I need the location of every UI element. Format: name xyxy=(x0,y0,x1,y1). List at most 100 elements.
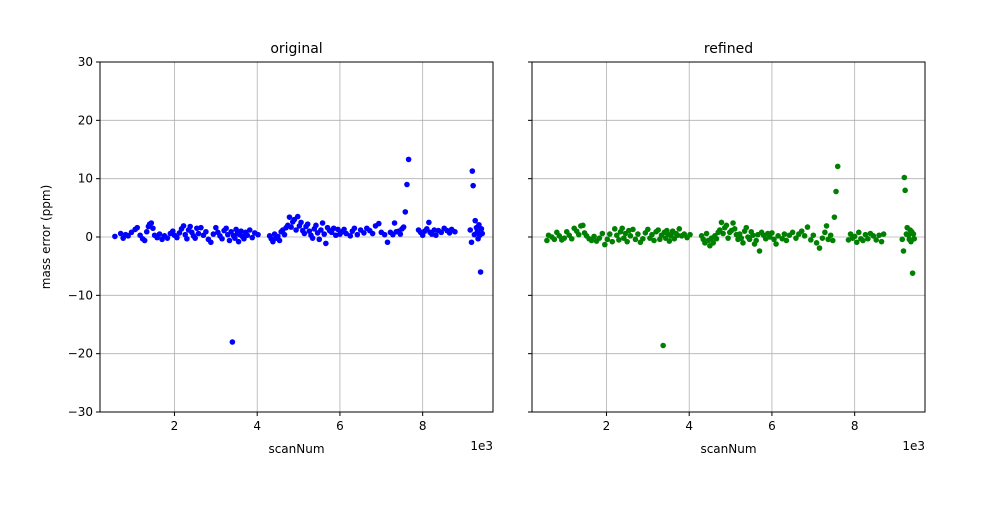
data-point xyxy=(316,236,323,243)
data-point xyxy=(255,231,261,238)
data-point xyxy=(148,220,155,226)
data-point xyxy=(232,235,238,241)
data-point xyxy=(208,239,214,246)
data-point xyxy=(853,239,860,246)
y-tick-label: −20 xyxy=(68,347,93,361)
data-point xyxy=(781,231,788,237)
x-tick-label: 2 xyxy=(603,419,611,433)
data-point xyxy=(789,229,796,236)
data-point xyxy=(899,236,906,243)
data-point xyxy=(687,231,693,238)
y-tick-label: 20 xyxy=(78,113,93,127)
data-point xyxy=(143,228,150,235)
data-point xyxy=(640,235,646,242)
data-point xyxy=(909,270,916,276)
data-point xyxy=(606,231,613,237)
data-point xyxy=(351,225,358,232)
data-point xyxy=(228,228,234,235)
data-point xyxy=(635,231,641,237)
data-point xyxy=(878,238,885,245)
data-point xyxy=(756,248,763,254)
data-point xyxy=(833,188,839,195)
data-point xyxy=(134,224,141,231)
data-point xyxy=(829,237,836,244)
chart-title: original xyxy=(270,41,322,57)
data-point xyxy=(400,224,407,230)
data-point xyxy=(645,226,651,233)
data-point xyxy=(150,225,156,232)
data-point xyxy=(187,223,193,230)
data-point xyxy=(730,220,736,226)
data-point xyxy=(376,220,382,227)
data-point xyxy=(862,231,869,238)
data-point xyxy=(873,237,879,243)
data-point xyxy=(479,230,486,237)
data-point xyxy=(281,231,288,238)
data-point xyxy=(438,229,445,236)
data-point xyxy=(602,241,608,248)
data-point xyxy=(304,221,311,227)
data-point xyxy=(117,230,124,237)
data-point xyxy=(164,235,171,241)
data-point xyxy=(616,237,622,243)
data-point xyxy=(591,233,597,240)
data-point xyxy=(624,238,630,245)
y-tick-label: 30 xyxy=(78,55,93,69)
data-point xyxy=(404,181,410,188)
data-point xyxy=(125,233,131,239)
data-point xyxy=(655,227,661,233)
data-point xyxy=(738,235,745,241)
data-point xyxy=(391,220,398,226)
data-point xyxy=(720,230,726,237)
data-point xyxy=(649,231,655,238)
data-point xyxy=(860,237,866,244)
data-point xyxy=(793,235,799,241)
data-point xyxy=(834,163,841,170)
chart-title: refined xyxy=(704,41,753,57)
data-point xyxy=(808,237,814,243)
y-axis-label: mass error (ppm) xyxy=(39,185,53,290)
data-point xyxy=(804,224,811,230)
data-point xyxy=(203,228,209,235)
data-point xyxy=(244,232,251,239)
data-point xyxy=(249,234,256,241)
data-point xyxy=(426,219,432,226)
data-point xyxy=(880,231,887,237)
data-point xyxy=(823,223,830,229)
data-point xyxy=(195,230,202,237)
data-point xyxy=(180,223,187,229)
data-point xyxy=(235,238,242,245)
data-point xyxy=(561,235,568,241)
data-point xyxy=(816,245,823,251)
data-point xyxy=(822,229,828,236)
data-point xyxy=(568,235,575,242)
x-tick-label: 8 xyxy=(419,419,427,433)
data-point xyxy=(477,269,484,275)
data-point xyxy=(402,209,409,215)
data-point xyxy=(900,248,907,254)
data-point xyxy=(750,232,756,239)
x-tick-label: 4 xyxy=(253,419,261,433)
data-point xyxy=(865,235,871,242)
data-point xyxy=(660,342,666,349)
data-point xyxy=(596,235,603,241)
data-point xyxy=(452,228,458,235)
data-point xyxy=(827,232,834,239)
data-point xyxy=(575,231,582,238)
data-point xyxy=(241,235,247,242)
data-point xyxy=(651,237,657,244)
data-point xyxy=(588,237,595,244)
data-point xyxy=(710,240,716,246)
data-point xyxy=(901,174,908,181)
data-point xyxy=(713,235,720,242)
x-offset-text: 1e3 xyxy=(902,439,925,453)
data-point xyxy=(229,339,236,345)
data-point xyxy=(270,238,276,245)
data-point xyxy=(405,156,412,163)
data-point xyxy=(599,230,606,237)
data-point xyxy=(717,227,723,233)
data-point xyxy=(347,233,354,239)
data-point xyxy=(627,233,634,239)
data-point xyxy=(323,240,329,247)
